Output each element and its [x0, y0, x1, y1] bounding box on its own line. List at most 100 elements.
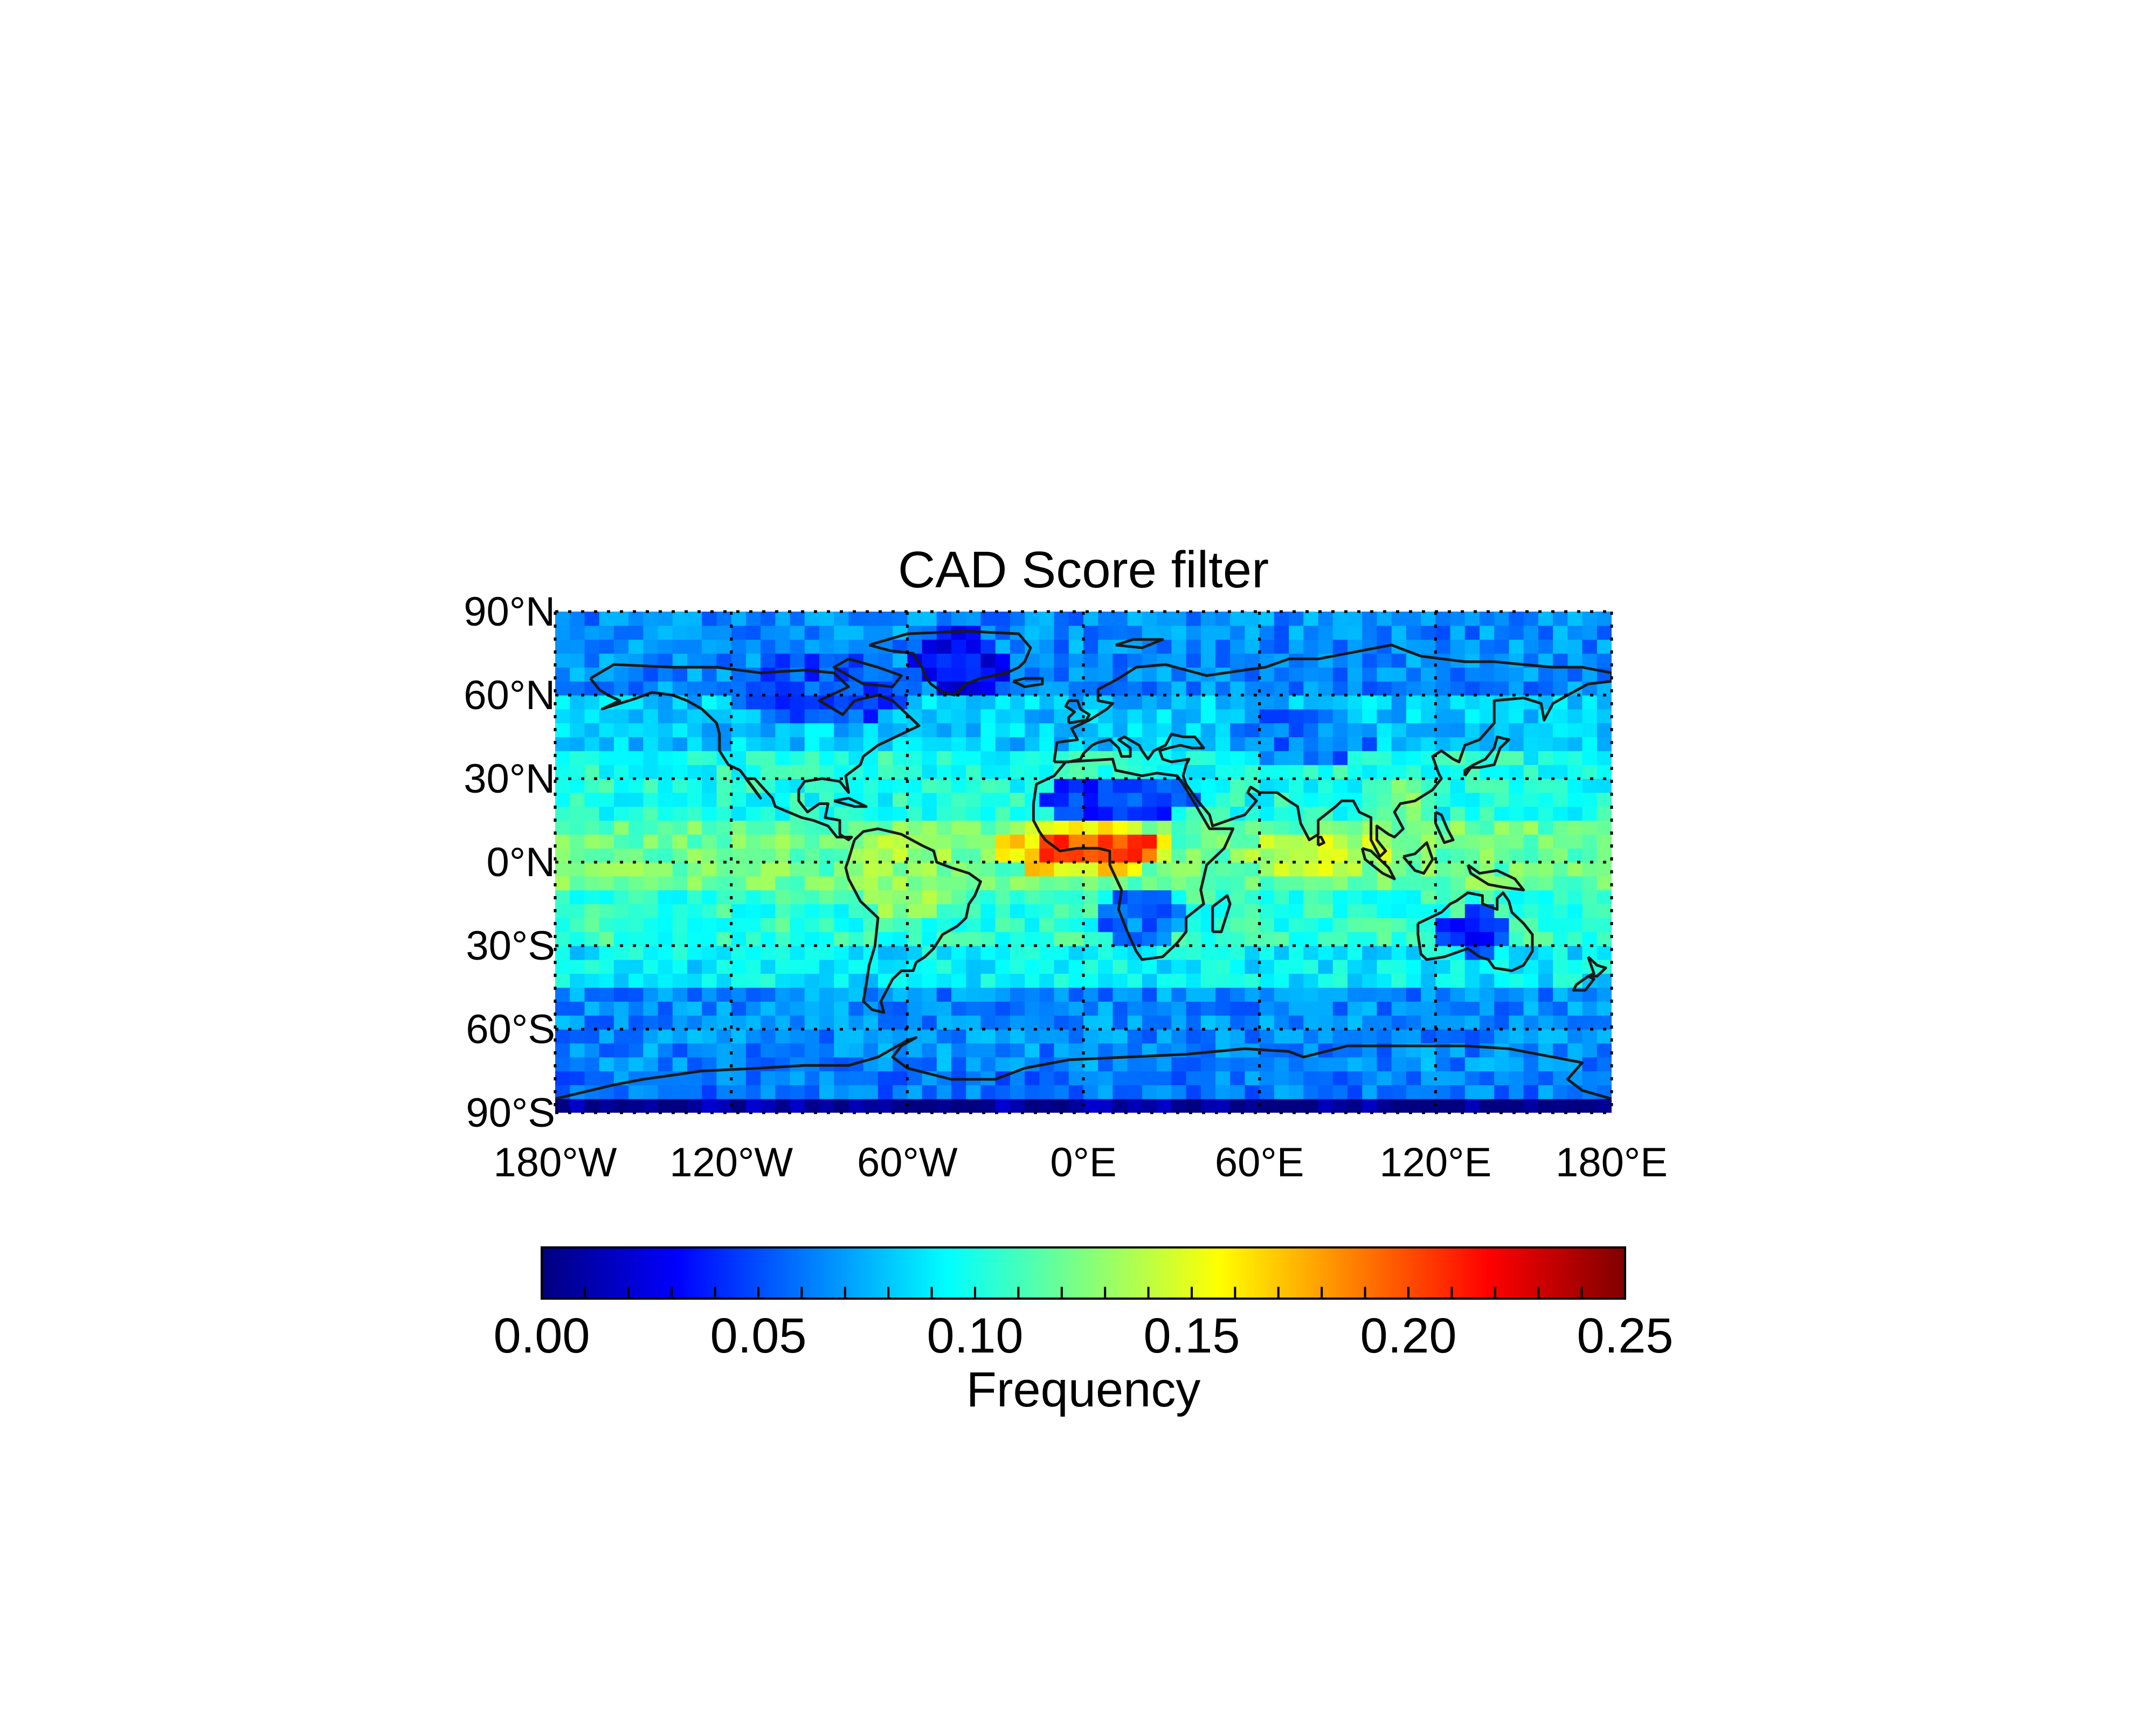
- heatmap-cell: [687, 1057, 702, 1072]
- heatmap-cell: [1464, 639, 1480, 654]
- heatmap-cell: [731, 1085, 747, 1099]
- heatmap-cell: [1450, 765, 1466, 779]
- heatmap-cell: [1348, 765, 1363, 779]
- heatmap-cell: [1597, 639, 1612, 654]
- heatmap-cell: [1303, 779, 1319, 793]
- heatmap-cell: [555, 1001, 570, 1016]
- colorbar-tick-label: 0.15: [1143, 1308, 1240, 1363]
- heatmap-cell: [1538, 946, 1553, 960]
- heatmap-cell: [775, 973, 791, 988]
- heatmap-cell: [1348, 932, 1363, 946]
- heatmap-cell: [745, 723, 761, 738]
- heatmap-cell: [1025, 1085, 1040, 1099]
- heatmap-cell: [1362, 639, 1378, 654]
- heatmap-cell: [1230, 987, 1246, 1002]
- heatmap-cell: [555, 806, 570, 821]
- heatmap-cell: [863, 792, 879, 807]
- heatmap-cell: [628, 681, 644, 696]
- heatmap-cell: [1435, 959, 1451, 974]
- heatmap-cell: [1509, 751, 1524, 765]
- heatmap-cell: [658, 667, 673, 682]
- heatmap-cell: [1039, 932, 1055, 946]
- heatmap-cell: [1582, 918, 1598, 932]
- heatmap-cell: [1553, 932, 1568, 946]
- heatmap-cell: [1567, 709, 1583, 724]
- heatmap-cell: [1480, 667, 1495, 682]
- heatmap-cell: [1259, 779, 1275, 793]
- heatmap-cell: [804, 1043, 820, 1058]
- heatmap-cell: [1083, 1085, 1098, 1099]
- heatmap-cell: [804, 959, 820, 974]
- heatmap-cell: [702, 695, 717, 710]
- heatmap-cell: [555, 876, 570, 891]
- heatmap-cell: [1127, 959, 1143, 974]
- heatmap-cell: [1083, 959, 1098, 974]
- heatmap-cell: [716, 932, 732, 946]
- heatmap-cell: [863, 862, 879, 877]
- heatmap-cell: [907, 806, 923, 821]
- heatmap-cell: [819, 876, 834, 891]
- heatmap-cell: [1597, 737, 1612, 751]
- heatmap-cell: [1538, 681, 1553, 696]
- heatmap-cell: [1200, 959, 1216, 974]
- heatmap-cell: [1538, 918, 1553, 932]
- heatmap-cell: [877, 848, 893, 863]
- heatmap-cell: [1142, 612, 1157, 626]
- heatmap-cell: [1025, 1057, 1040, 1072]
- heatmap-cell: [1421, 959, 1436, 974]
- heatmap-cell: [1215, 709, 1231, 724]
- heatmap-cell: [893, 792, 908, 807]
- heatmap-cell: [1332, 1057, 1348, 1072]
- heatmap-cell: [1303, 904, 1319, 918]
- heatmap-cell: [1494, 625, 1510, 640]
- heatmap-cell: [731, 723, 747, 738]
- heatmap-cell: [966, 1057, 982, 1072]
- heatmap-cell: [1010, 639, 1025, 654]
- heatmap-cell: [555, 820, 570, 835]
- heatmap-cell: [1098, 1029, 1114, 1044]
- heatmap-cell: [1348, 653, 1363, 668]
- heatmap-cell: [1230, 681, 1246, 696]
- heatmap-cell: [1391, 653, 1407, 668]
- heatmap-cell: [731, 653, 747, 668]
- heatmap-cell: [775, 1029, 791, 1044]
- heatmap-cell: [658, 848, 673, 863]
- heatmap-cell: [936, 890, 952, 905]
- heatmap-cell: [1391, 751, 1407, 765]
- heatmap-cell: [966, 639, 982, 654]
- heatmap-cell: [995, 973, 1011, 988]
- heatmap-cell: [1289, 667, 1304, 682]
- heatmap-cell: [980, 1029, 996, 1044]
- heatmap-cell: [1245, 695, 1260, 710]
- heatmap-cell: [834, 1029, 849, 1044]
- heatmap-cell: [555, 751, 570, 765]
- heatmap-cell: [1098, 973, 1114, 988]
- heatmap-cell: [716, 653, 732, 668]
- heatmap-cell: [1112, 625, 1128, 640]
- heatmap-cell: [1523, 737, 1539, 751]
- heatmap-cell: [775, 737, 791, 751]
- heatmap-cell: [1567, 820, 1583, 835]
- heatmap-cell: [1523, 806, 1539, 821]
- heatmap-cell: [1112, 1071, 1128, 1085]
- heatmap-cell: [1553, 1029, 1568, 1044]
- heatmap-cell: [1332, 987, 1348, 1002]
- heatmap-cell: [1494, 1001, 1510, 1016]
- heatmap-cell: [1171, 834, 1187, 849]
- heatmap-cell: [1142, 737, 1157, 751]
- coastline-antarctica: [555, 1036, 1612, 1100]
- heatmap-cell: [687, 1043, 702, 1058]
- heatmap-cell: [1215, 1029, 1231, 1044]
- heatmap-cell: [570, 932, 585, 946]
- heatmap-cell: [1435, 779, 1451, 793]
- heatmap-cell: [804, 1099, 820, 1113]
- heatmap-cell: [716, 681, 732, 696]
- heatmap-cell: [819, 1085, 834, 1099]
- heatmap-cell: [1303, 625, 1319, 640]
- heatmap-cell: [995, 709, 1011, 724]
- heatmap-cell: [1083, 1043, 1098, 1058]
- heatmap-cell: [1010, 1099, 1025, 1113]
- heatmap-cell: [951, 848, 966, 863]
- heatmap-cell: [1230, 1099, 1246, 1113]
- heatmap-cell: [672, 1099, 688, 1113]
